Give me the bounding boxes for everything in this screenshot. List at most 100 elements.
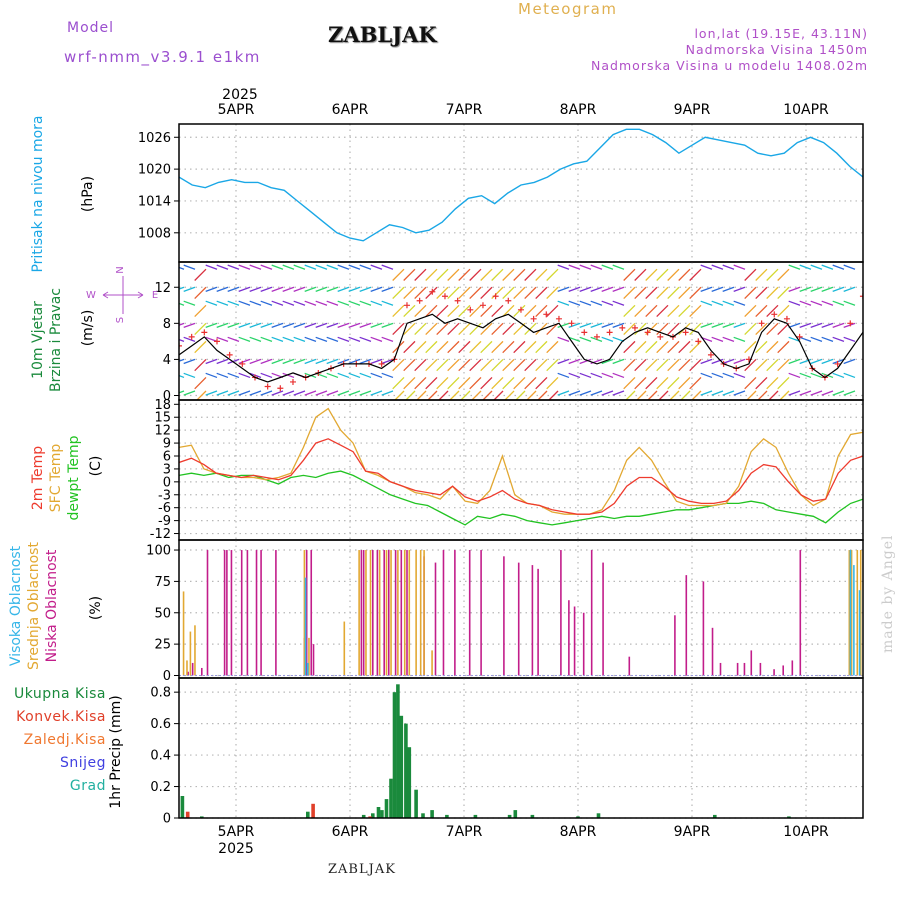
wind-barb: [282, 264, 295, 270]
wind-barb: [504, 390, 515, 400]
gust-marker: [479, 302, 486, 309]
gust-marker: [771, 311, 778, 318]
wind-barb: [326, 286, 339, 293]
wind-barb: [590, 300, 603, 306]
wind-barb: [843, 336, 856, 342]
wind-barb: [667, 304, 680, 318]
axis-label: 2m Temp: [30, 446, 46, 510]
wind-barb: [403, 322, 416, 336]
wind-barb: [546, 358, 559, 372]
wind-barb: [678, 286, 691, 300]
ytick-label-clouds: 75: [154, 575, 171, 590]
top-date-label: 7APR: [446, 102, 483, 118]
wind-barb: [557, 264, 570, 270]
wind-barb: [535, 268, 548, 281]
wind-barb: [755, 304, 768, 318]
wind-barb: [744, 376, 757, 390]
wind-barb: [315, 322, 328, 329]
wind-barb: [689, 340, 702, 354]
precip-bar: [361, 814, 366, 818]
wind-barb: [524, 322, 537, 336]
wind-barb: [832, 372, 845, 379]
wind-barb: [359, 372, 372, 379]
wind-barb: [460, 390, 471, 400]
wind-barb: [179, 266, 185, 270]
wind-barb: [381, 358, 394, 365]
wind-barb: [744, 268, 757, 281]
wind-barb: [678, 268, 691, 281]
wind-barb: [645, 340, 658, 354]
wind-barb: [480, 286, 493, 300]
wind-barb: [612, 322, 625, 329]
wind-barb: [843, 358, 856, 365]
wind-barb: [403, 268, 416, 281]
top-date-label: 5APR: [218, 102, 255, 118]
wind-barb: [205, 286, 218, 293]
precip-bar: [430, 810, 434, 818]
model-name: wrf-nmm_v3.9.1 e1km: [64, 48, 261, 66]
wind-barb: [326, 390, 339, 396]
wind-barb: [678, 376, 691, 390]
wind-barb: [425, 376, 438, 390]
gust-marker: [796, 333, 803, 340]
wind-barb: [777, 322, 790, 336]
gust-marker: [593, 333, 600, 340]
wind-barb: [271, 358, 284, 365]
precip-bar: [421, 813, 425, 818]
wind-barb: [524, 268, 537, 281]
wind-barb: [458, 322, 471, 336]
wind-barb: [733, 300, 746, 306]
wind-barb: [491, 286, 504, 300]
wind-barb: [711, 358, 724, 365]
wind-barb: [755, 286, 768, 300]
gust-marker: [707, 351, 714, 358]
wind-barb: [515, 390, 526, 400]
wind-barb: [271, 336, 284, 342]
wind-barb: [832, 390, 845, 396]
wind-barb: [689, 286, 702, 300]
wind-barb: [832, 264, 845, 270]
wind-barb: [304, 358, 317, 365]
footer-station: ZABLJAK: [328, 862, 396, 877]
wind-barb: [337, 336, 350, 342]
gust-marker: [201, 329, 208, 336]
wind-barb: [293, 322, 306, 329]
wind-barb: [601, 322, 614, 329]
bottom-year-label: 2025: [218, 841, 254, 857]
wind-barb: [425, 268, 438, 281]
gust-marker: [505, 297, 512, 304]
wind-barb: [205, 390, 218, 396]
wind-barb: [766, 376, 779, 390]
wind-barb: [491, 268, 504, 281]
wind-barb: [436, 268, 449, 281]
wind-barb: [436, 286, 449, 300]
wind-barb: [315, 390, 328, 396]
wind-barb: [370, 286, 383, 293]
wind-barb: [799, 300, 812, 306]
wind-barb: [843, 390, 856, 396]
wind-barb: [282, 286, 295, 293]
wind-barb: [843, 286, 856, 293]
wind-barb: [667, 376, 680, 390]
wind-barb: [788, 300, 801, 306]
wind-barb: [271, 300, 284, 306]
wind-barb: [557, 390, 570, 396]
wind-barb: [403, 358, 416, 372]
wind-barb: [260, 286, 273, 293]
wind-barb: [260, 390, 273, 396]
wind-barb: [513, 268, 526, 281]
panel-frame-clouds: [178, 539, 864, 679]
wind-barb: [832, 286, 845, 293]
top-year-label: 2025: [222, 87, 258, 103]
wind-barb: [645, 268, 658, 281]
gust-marker: [695, 338, 702, 345]
gust-marker: [631, 324, 638, 331]
wind-barb: [744, 286, 757, 300]
wind-barb: [733, 390, 746, 396]
wind-barb: [238, 358, 251, 365]
wind-barb: [777, 268, 790, 281]
wind-barb: [425, 358, 438, 372]
wind-barb: [557, 372, 570, 379]
wind-barb: [590, 264, 603, 270]
wind-barb: [458, 376, 471, 390]
